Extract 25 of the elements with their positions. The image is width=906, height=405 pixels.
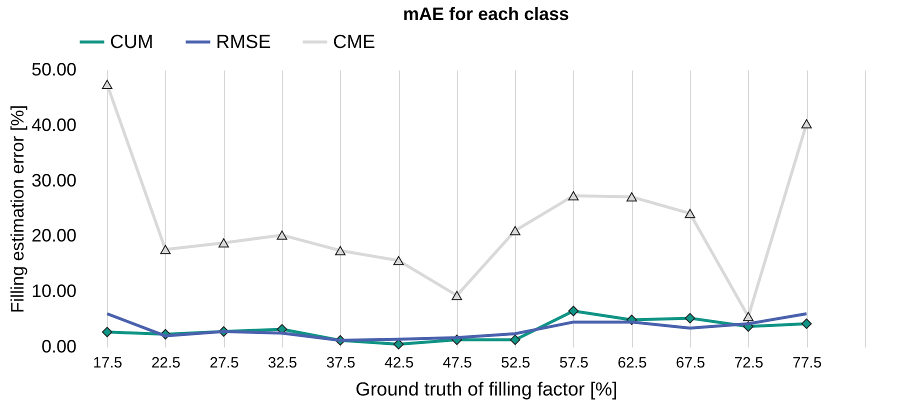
y-tick-label: 30.00 [31, 170, 76, 190]
y-tick-label: 50.00 [31, 60, 76, 80]
x-tick-label: 67.5 [676, 354, 706, 372]
y-tick-label: 10.00 [31, 281, 76, 302]
x-tick-label: 77.5 [792, 354, 822, 372]
y-tick-label: 20.00 [31, 226, 76, 246]
x-tick-label: 22.5 [151, 354, 181, 372]
x-tick-label: 52.5 [501, 354, 530, 372]
x-tick-label: 72.5 [734, 354, 764, 372]
x-tick-label: 62.5 [618, 354, 647, 372]
x-tick-label: 32.5 [268, 354, 298, 372]
x-axis-title: Ground truth of filling factor [%] [356, 380, 618, 400]
x-tick-label: 17.5 [93, 354, 122, 372]
legend-label: CME [333, 32, 376, 53]
legend-label: CUM [110, 32, 154, 53]
chart-title: mAE for each class [402, 4, 570, 24]
x-tick-label: 27.5 [210, 354, 239, 372]
y-tick-label: 0.00 [41, 336, 76, 356]
legend-label: RMSE [216, 32, 271, 53]
x-tick-label: 37.5 [326, 354, 356, 372]
x-tick-label: 47.5 [442, 354, 472, 372]
x-tick-label: 42.5 [384, 354, 414, 372]
x-tick-label: 57.5 [559, 354, 589, 372]
y-tick-label: 40.00 [31, 114, 76, 135]
y-axis-title: Filling estimation error [%] [7, 104, 28, 314]
